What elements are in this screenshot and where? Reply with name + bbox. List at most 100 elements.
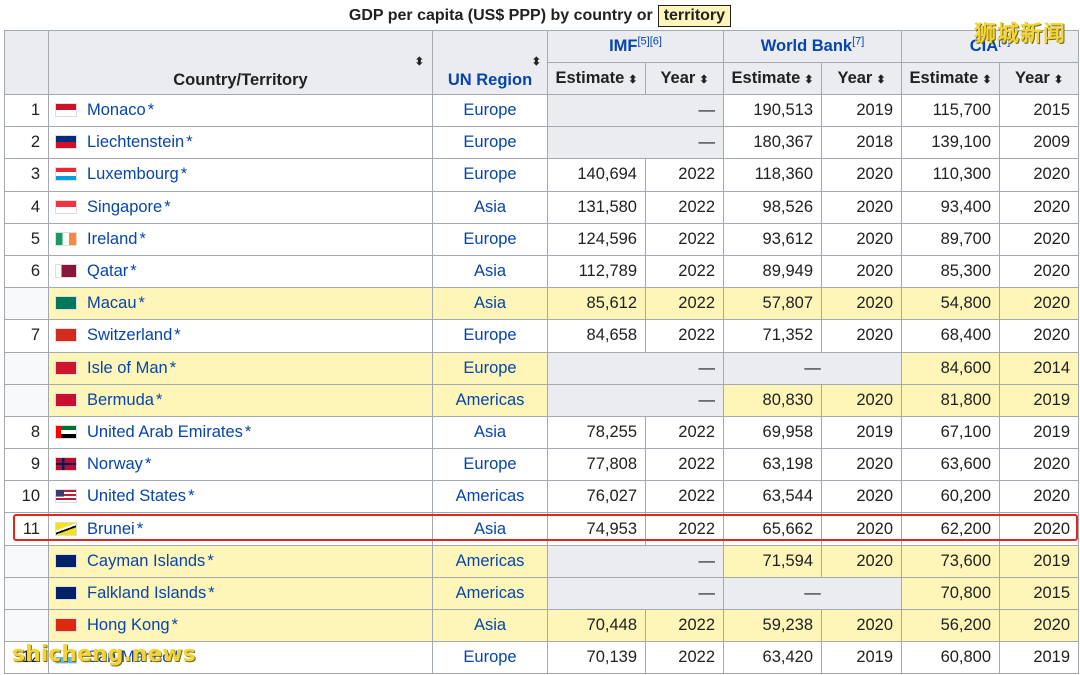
country-link[interactable]: Ireland [87,229,138,248]
country-link[interactable]: Bermuda [87,390,154,409]
cayman-flag-icon[interactable] [55,553,77,568]
region-link[interactable]: Asia [432,254,548,289]
economy-link-asterisk[interactable]: * [144,455,152,474]
cia-refs[interactable]: [8] [998,35,1011,48]
country-link[interactable]: Hong Kong [87,616,170,635]
liechtenstein-flag-icon[interactable] [55,135,77,150]
country-link[interactable]: Isle of Man [87,358,168,377]
region-link[interactable]: Americas [432,480,548,514]
economy-link-asterisk[interactable]: * [186,133,193,152]
cia-year-header[interactable]: Year ⬍ [999,62,1080,95]
world-bank-estimate-cell: 69,958 [723,415,823,450]
country-link[interactable]: San Marino [87,648,172,667]
ireland-flag-icon[interactable] [55,231,77,246]
country-link[interactable]: Brunei [87,519,135,538]
cia-label[interactable]: CIA [969,37,999,55]
region-link[interactable]: Europe [432,158,548,192]
imf-estimate-header[interactable]: Estimate ⬍ [547,62,646,95]
economy-link-asterisk[interactable]: * [180,165,188,184]
sort-icon[interactable]: ⬍ [982,74,992,86]
region-link[interactable]: Americas [432,544,548,578]
imf-year-header[interactable]: Year ⬍ [644,62,725,95]
economy-link-asterisk[interactable]: * [244,422,252,441]
region-link[interactable]: Americas [432,576,548,611]
country-link[interactable]: United States [87,487,187,506]
economy-link-asterisk[interactable]: * [171,616,178,635]
economy-link-asterisk[interactable]: * [164,197,171,216]
country-link[interactable]: Qatar [87,262,129,281]
economy-link-asterisk[interactable]: * [188,487,195,506]
caption-highlight[interactable]: territory [657,5,732,27]
brunei-flag-icon[interactable] [55,521,77,536]
region-link[interactable]: Europe [432,351,548,385]
monaco-flag-icon[interactable] [55,103,77,118]
country-link[interactable]: Luxembourg [87,165,179,184]
economy-link-asterisk[interactable]: * [208,583,215,602]
country-link[interactable]: Singapore [87,197,163,216]
region-link[interactable]: Asia [432,190,548,224]
economy-link-asterisk[interactable]: * [147,101,155,120]
region-link[interactable]: Europe [432,319,548,353]
country-link[interactable]: Falkland Islands [87,583,207,602]
country-link[interactable]: Norway [87,455,143,474]
sort-icon[interactable]: ⬍ [1053,74,1064,86]
country-link[interactable]: Liechtenstein [87,133,185,152]
cia-group-header[interactable]: CIA[8] [901,30,1080,63]
norway-flag-icon[interactable] [55,457,77,472]
economy-link-asterisk[interactable]: * [138,294,145,313]
country-link[interactable]: Macau [87,294,137,313]
economy-link-asterisk[interactable]: * [136,519,144,538]
economy-link-asterisk[interactable]: * [139,229,146,248]
world-bank-year-header[interactable]: Year ⬍ [821,62,903,95]
region-link[interactable]: Asia [432,415,548,450]
sort-icon[interactable]: ⬍ [414,56,424,68]
hongkong-flag-icon[interactable] [55,618,77,633]
region-link[interactable]: Europe [432,222,548,256]
macau-flag-icon[interactable] [55,296,77,311]
region-link[interactable]: Europe [432,126,548,160]
region-link[interactable]: Asia [432,287,548,321]
world-bank-estimate-header[interactable]: Estimate ⬍ [723,62,823,95]
country-column-header[interactable]: Country/Territory ⬍ [48,30,433,95]
imf-refs[interactable]: [5][6] [637,35,662,48]
sanmarino-flag-icon[interactable] [55,650,77,665]
country-link[interactable]: Cayman Islands [87,551,206,570]
switzerland-flag-icon[interactable] [55,328,77,343]
bermuda-flag-icon[interactable] [55,392,77,407]
singapore-flag-icon[interactable] [55,199,77,214]
region-link[interactable]: Asia [432,512,548,546]
economy-link-asterisk[interactable]: * [173,648,180,667]
falkland-flag-icon[interactable] [55,585,77,600]
region-link[interactable]: Europe [432,448,548,482]
world-bank-refs[interactable]: [7] [852,35,865,48]
country-link[interactable]: Switzerland [87,326,173,345]
country-link[interactable]: United Arab Emirates [87,422,243,441]
usa-flag-icon[interactable] [55,489,77,504]
world-bank-group-header[interactable]: World Bank[7] [723,30,903,63]
luxembourg-flag-icon[interactable] [55,167,77,182]
sort-icon[interactable]: ⬍ [804,74,814,86]
economy-link-asterisk[interactable]: * [169,358,177,377]
un-region-column-header[interactable]: UN Region ⬍ [432,30,548,95]
isleofman-flag-icon[interactable] [55,360,77,375]
region-link[interactable]: Europe [432,93,548,128]
region-link[interactable]: Europe [432,641,548,675]
region-link[interactable]: Asia [432,608,548,643]
sort-icon[interactable]: ⬍ [876,74,886,86]
qatar-flag-icon[interactable] [55,264,77,279]
sort-icon[interactable]: ⬍ [531,56,541,68]
economy-link-asterisk[interactable]: * [174,326,181,345]
estimate-header-label: Estimate [909,69,979,87]
cia-estimate-header[interactable]: Estimate ⬍ [901,62,1001,95]
imf-group-header[interactable]: IMF[5][6] [546,30,725,63]
economy-link-asterisk[interactable]: * [130,262,137,281]
sort-icon[interactable]: ⬍ [699,74,709,86]
world-bank-label[interactable]: World Bank [760,37,853,55]
economy-link-asterisk[interactable]: * [155,390,163,409]
economy-link-asterisk[interactable]: * [207,551,214,570]
uae-flag-icon[interactable] [55,424,77,439]
region-link[interactable]: Americas [432,383,548,417]
imf-label[interactable]: IMF [609,37,638,55]
sort-icon[interactable]: ⬍ [628,74,638,86]
country-link[interactable]: Monaco [87,101,146,120]
